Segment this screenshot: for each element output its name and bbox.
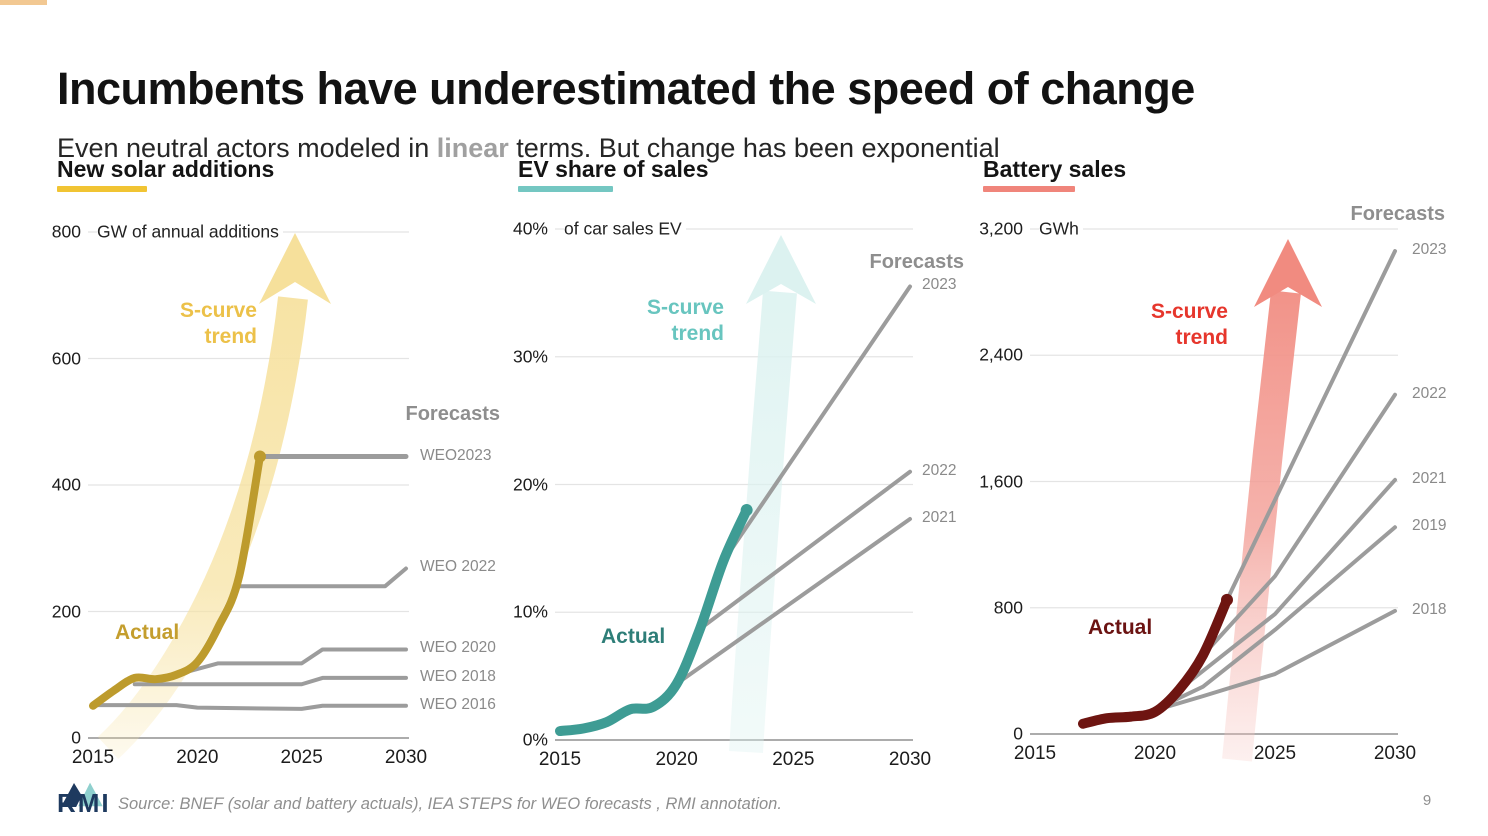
chart-solar-actual-label: Actual xyxy=(115,621,180,644)
chart-battery-forecast-line-2022 xyxy=(1201,392,1397,658)
chart-solar-actual-curve xyxy=(89,452,264,710)
chart-ev-forecast-label: 2022 xyxy=(922,461,957,479)
chart-ev-scurve-arrow-shaft xyxy=(729,290,797,753)
chart-ev-actual-curve xyxy=(555,505,752,737)
chart-ev-x-tick: 2020 xyxy=(655,749,698,770)
chart-battery-forecast-label: 2021 xyxy=(1412,469,1447,487)
chart-battery-forecast-label: 2019 xyxy=(1412,517,1447,535)
chart-solar-forecast-line-WEO-2018 xyxy=(132,675,408,687)
chart-ev-title: EV share of sales xyxy=(518,156,709,182)
chart-solar-x-tick: 2015 xyxy=(71,747,115,768)
chart-battery-y-tick: 3,200 xyxy=(979,218,1023,239)
rmi-logo-right-peak xyxy=(75,779,106,808)
chart-ev-actual-label: Actual xyxy=(601,625,666,648)
chart-battery-forecast-label: 2022 xyxy=(1412,384,1447,402)
chart-ev-forecast-label: 2023 xyxy=(922,276,957,294)
rmi-logo-left-peak xyxy=(61,783,85,807)
page-number: 9 xyxy=(1422,792,1432,809)
chart-battery-actual-end-dot xyxy=(1221,593,1233,606)
chart-ev-y-tick: 0% xyxy=(522,729,548,750)
chart-battery-forecast-line-2018 xyxy=(1153,608,1397,713)
page-title: Incumbents have underestimated the speed… xyxy=(57,63,1195,115)
chart-ev-forecast-line-2021 xyxy=(674,516,912,686)
chart-ev-y-tick: 20% xyxy=(512,474,548,494)
chart-solar-y-tick: 800 xyxy=(51,221,81,242)
subtitle-prefix: Even neutral actors modeled in xyxy=(57,133,437,163)
chart-solar-y-tick: 0 xyxy=(71,727,81,748)
chart-solar-y-tick: 200 xyxy=(51,601,81,621)
chart-battery-x-tick: 2025 xyxy=(1253,743,1297,764)
chart-battery-y-tick: 2,400 xyxy=(979,344,1023,365)
rmi-logo-text: RMI xyxy=(57,788,111,818)
chart-battery-x-tick: 2020 xyxy=(1133,743,1177,764)
chart-solar-y-tick: 400 xyxy=(51,474,81,495)
chart-solar-forecast-label: WEO 2016 xyxy=(420,695,496,713)
rmi-logo-icon xyxy=(61,779,106,808)
chart-solar-forecasts-heading: Forecasts xyxy=(405,403,501,425)
chart-solar-x-tick: 2030 xyxy=(384,747,428,768)
subtitle-emphasis: linear xyxy=(436,133,509,163)
chart-solar-scurve-arrowhead xyxy=(259,233,331,304)
chart-battery-scurve-arrowhead xyxy=(1254,239,1322,307)
chart-ev-accent-underline xyxy=(518,186,613,192)
chart-solar-forecast-label: WEO 2022 xyxy=(420,558,496,576)
chart-battery-actual-curve xyxy=(1078,594,1232,729)
chart-battery-y-tick: 0 xyxy=(1013,723,1023,744)
chart-solar-actual-end-dot xyxy=(253,450,266,463)
chart-solar-forecast-line-WEO-2020 xyxy=(174,647,408,677)
chart-battery-forecasts-heading: Forecasts xyxy=(1350,203,1446,225)
chart-battery-title: Battery sales xyxy=(983,156,1127,182)
chart-solar-accent-underline xyxy=(57,186,147,192)
chart-ev-forecast-line-2022 xyxy=(698,469,912,631)
chart-ev-x-tick: 2015 xyxy=(538,749,582,770)
chart-ev-forecast-line-2023 xyxy=(721,284,912,564)
chart-battery-x-tick: 2015 xyxy=(1013,743,1057,764)
chart-battery-forecast-line-2019 xyxy=(1153,525,1397,712)
chart-ev-x-tick: 2030 xyxy=(888,749,932,770)
chart-battery-forecast-label: 2023 xyxy=(1412,241,1447,259)
chart-battery-actual-label: Actual xyxy=(1088,616,1153,639)
chart-solar-scurve-label: S-curve trend xyxy=(179,299,257,348)
chart-ev-y-tick: 10% xyxy=(512,601,548,622)
chart-battery-y-tick: 1,600 xyxy=(979,471,1023,491)
chart-solar-forecast-line-WEO-2022 xyxy=(237,566,408,589)
chart-solar-scurve-arrow-shaft xyxy=(97,296,308,760)
chart-solar-y-tick: 600 xyxy=(51,348,81,368)
chart-solar-x-tick: 2025 xyxy=(280,747,323,768)
chart-battery-scurve-arrow-shaft xyxy=(1222,290,1301,762)
chart-ev-forecast-label: 2021 xyxy=(922,508,957,526)
chart-ev-forecasts-heading: Forecasts xyxy=(869,251,965,273)
chart-ev-unit-label: of car sales EV xyxy=(564,218,686,240)
chart-solar-x-tick: 2020 xyxy=(176,747,219,768)
chart-solar-unit-label: GW of annual additions xyxy=(97,221,283,243)
chart-battery-y-tick: 800 xyxy=(993,597,1023,618)
chart-ev-scurve-arrowhead xyxy=(746,235,816,304)
chart-battery-unit-label: GWh xyxy=(1039,218,1083,240)
corner-accent-dash xyxy=(0,0,47,5)
chart-battery-forecast-label: 2018 xyxy=(1412,600,1447,618)
chart-solar-forecast-label: WEO 2020 xyxy=(420,639,496,657)
chart-ev-x-tick: 2025 xyxy=(772,749,815,770)
chart-ev-actual-end-dot xyxy=(740,504,753,517)
chart-battery-scurve-label: S-curve trend xyxy=(1150,300,1228,349)
source-citation: Source: BNEF (solar and battery actuals)… xyxy=(118,795,782,813)
subtitle-suffix: terms. But change has been exponential xyxy=(508,133,1000,163)
chart-ev-scurve-label: S-curve trend xyxy=(646,296,724,345)
chart-battery-x-tick: 2030 xyxy=(1373,743,1417,764)
chart-battery-forecast-line-2021 xyxy=(1177,477,1397,692)
chart-ev-y-tick: 40% xyxy=(512,218,548,239)
chart-battery-forecast-line-2023 xyxy=(1225,249,1397,602)
chart-solar-forecast-line-WEO-2016 xyxy=(91,703,408,711)
chart-ev-y-tick: 30% xyxy=(512,346,548,367)
chart-solar-forecast-label: WEO2023 xyxy=(420,446,492,464)
chart-solar-title: New solar additions xyxy=(57,156,275,182)
slide-subtitle: Even neutral actors modeled in linear te… xyxy=(57,133,1000,164)
chart-battery-accent-underline xyxy=(983,186,1075,192)
chart-solar-forecast-label: WEO 2018 xyxy=(420,667,496,685)
